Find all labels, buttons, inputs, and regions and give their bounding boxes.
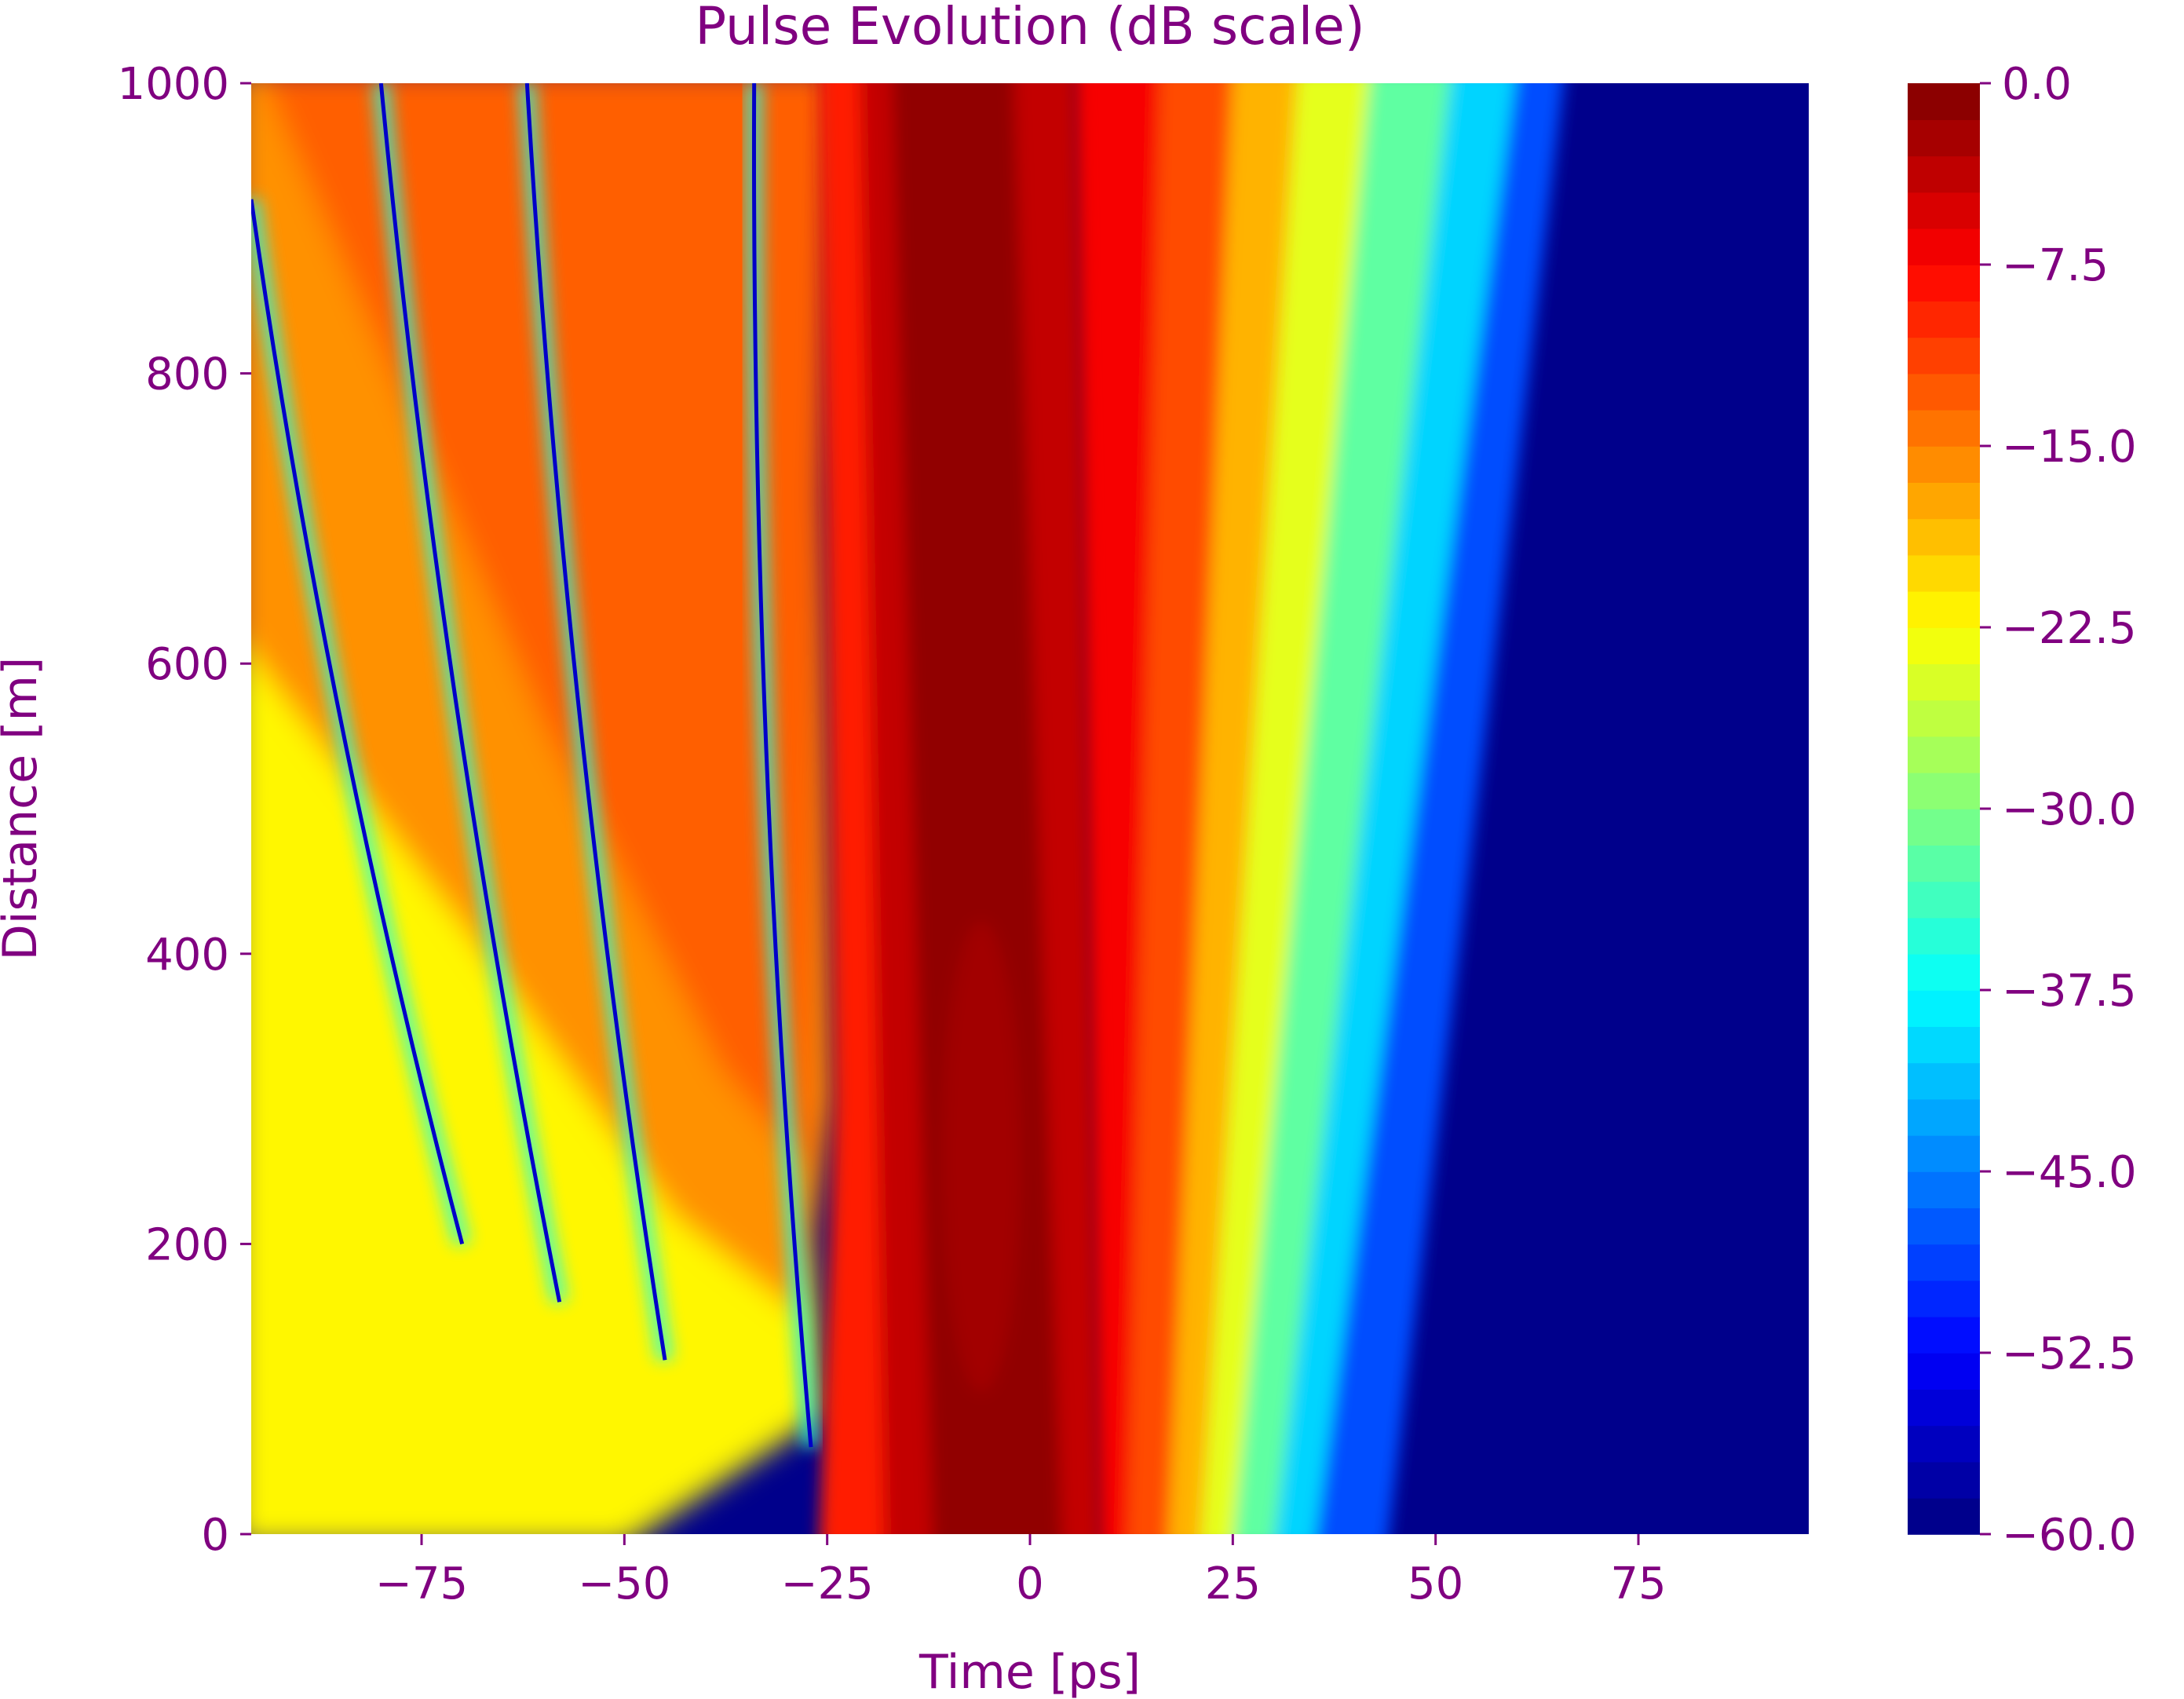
colorbar-tick-label: −60.0 (2002, 1510, 2137, 1561)
colorbar-tick-label: −45.0 (2002, 1147, 2137, 1198)
colorbar-level (1908, 917, 1980, 955)
heatmap-area (251, 83, 1809, 1534)
colorbar-level (1908, 1461, 1980, 1499)
colorbar-level (1908, 373, 1980, 411)
y-axis-label: Distance [m] (0, 657, 48, 961)
colorbar-level (1908, 482, 1980, 520)
colorbar-level (1908, 1389, 1980, 1427)
chart-title: Pulse Evolution (dB scale) (695, 0, 1364, 57)
colorbar-level (1908, 881, 1980, 919)
colorbar: 0.0 −7.5 −15.0 −22.5 −30.0 −37.5 −45.0 −52.5 −60… (1908, 59, 2137, 1561)
heatmap-region (1234, 83, 1451, 1534)
colorbar-tick-label: −15.0 (2002, 422, 2137, 473)
colorbar-tick-label: −7.5 (2002, 240, 2109, 291)
colorbar-level (1908, 700, 1980, 737)
colorbar-tick-label: −22.5 (2002, 603, 2137, 654)
heatmap-region (1275, 83, 1515, 1534)
colorbar-tick-label: 0.0 (2002, 59, 2072, 110)
colorbar-level (1908, 554, 1980, 592)
colorbar-level (1908, 1134, 1980, 1172)
colorbar-level (1908, 990, 1980, 1027)
y-axis: 0 200 400 600 800 1000 (117, 59, 251, 1561)
x-axis-label: Time [ps] (919, 1645, 1141, 1699)
y-tick-label: 400 (145, 930, 229, 981)
colorbar-level (1908, 192, 1980, 229)
colorbar-level (1908, 1026, 1980, 1064)
x-tick-label: 50 (1408, 1558, 1463, 1609)
colorbar-level (1908, 772, 1980, 809)
x-tick-label: 75 (1610, 1558, 1666, 1609)
y-tick-label: 200 (145, 1219, 229, 1270)
colorbar-level (1908, 1062, 1980, 1100)
heatmap-region (1127, 83, 1233, 1534)
colorbar-level (1908, 446, 1980, 483)
y-tick-label: 600 (145, 639, 229, 690)
x-tick-label: −25 (781, 1558, 874, 1609)
colorbar-level (1908, 155, 1980, 193)
colorbar-level (1908, 83, 1980, 120)
colorbar-level (1908, 228, 1980, 265)
colorbar-tick-label: −52.5 (2002, 1328, 2137, 1379)
heatmap-fringe (751, 83, 813, 1448)
colorbar-level (1908, 1280, 1980, 1317)
x-axis: −75 −50 −25 0 25 50 75 (375, 1534, 1667, 1609)
heatmap-region (1201, 83, 1370, 1534)
heatmap-region (1316, 83, 1564, 1534)
colorbar-level (1908, 1208, 1980, 1245)
colorbar-level (1908, 590, 1980, 628)
y-tick-label: 0 (201, 1510, 229, 1561)
x-tick-label: 25 (1205, 1558, 1261, 1609)
heatmap-inner-lobe (942, 921, 1021, 1393)
colorbar-level (1908, 1316, 1980, 1354)
colorbar-level (1908, 1425, 1980, 1463)
colorbar-level (1908, 265, 1980, 301)
colorbar-tick-label: −30.0 (2002, 784, 2137, 835)
x-tick-label: −75 (375, 1558, 468, 1609)
colorbar-level (1908, 1171, 1980, 1208)
heatmap-fringe (251, 199, 465, 1245)
x-tick-label: 0 (1016, 1558, 1044, 1609)
colorbar-level (1908, 953, 1980, 991)
heatmap-fringe (524, 83, 667, 1361)
colorbar-level (1908, 736, 1980, 773)
colorbar-level (1908, 119, 1980, 157)
y-tick-label: 800 (145, 349, 229, 400)
colorbar-level (1908, 1353, 1980, 1390)
colorbar-level (1908, 1497, 1980, 1535)
colorbar-level (1908, 845, 1980, 882)
y-tick-label: 1000 (117, 59, 229, 110)
heatmap-fringe (378, 83, 562, 1303)
colorbar-level (1908, 1098, 1980, 1136)
colorbar-level (1908, 337, 1980, 375)
colorbar-level (1908, 809, 1980, 846)
colorbar-level (1908, 409, 1980, 447)
colorbar-level (1908, 627, 1980, 664)
colorbar-level (1908, 301, 1980, 338)
colorbar-level (1908, 663, 1980, 701)
x-tick-label: −50 (578, 1558, 670, 1609)
heatmap-region (1168, 83, 1297, 1534)
colorbar-level (1908, 1244, 1980, 1281)
colorbar-tick-label: −37.5 (2002, 966, 2137, 1017)
colorbar-level (1908, 518, 1980, 556)
